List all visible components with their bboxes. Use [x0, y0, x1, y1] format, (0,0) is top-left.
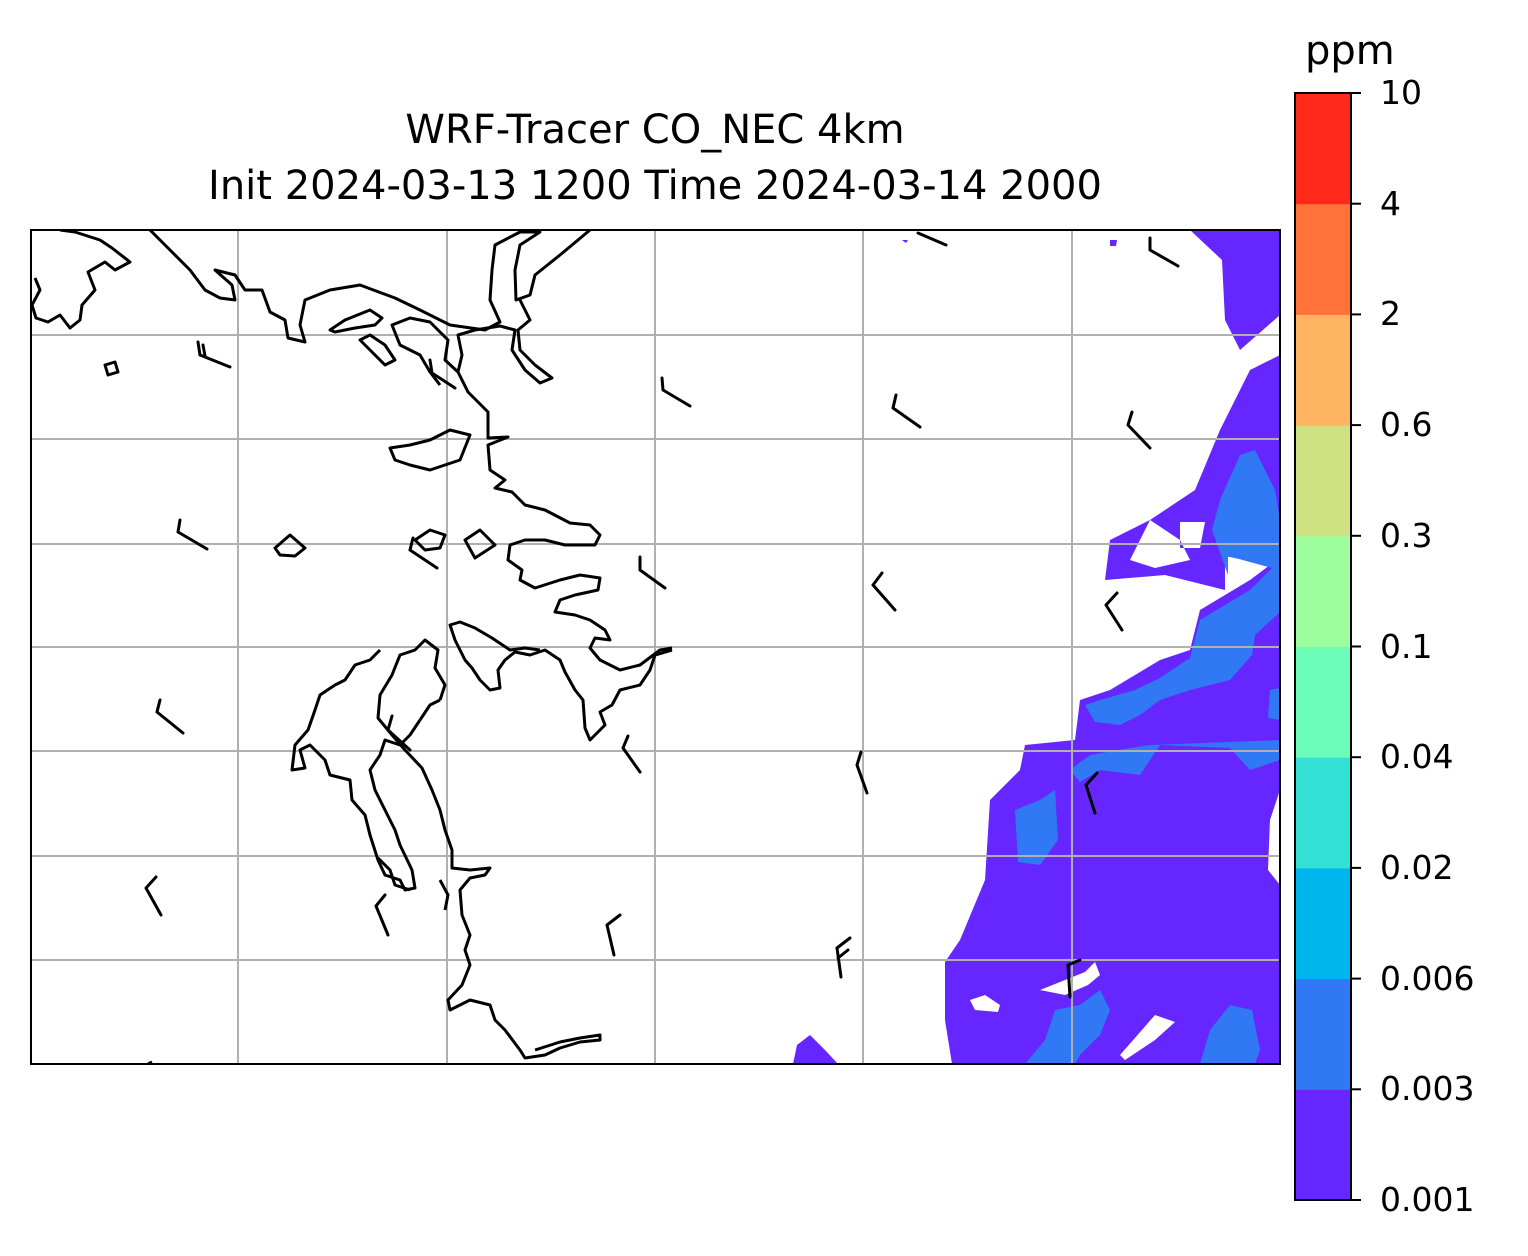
island-3 [103, 360, 120, 377]
colorbar-tick-label: 0.3 [1380, 515, 1433, 555]
colorbar-band [1295, 757, 1351, 869]
colorbar-tick-label: 10 [1380, 73, 1422, 112]
chart-title-line-2: Init 2024-03-13 1200 Time 2024-03-14 200… [208, 163, 1102, 209]
map-frame [30, 229, 1281, 1065]
island-5 [273, 533, 307, 558]
map-gridlines [31, 230, 1280, 1064]
chart-title-line-1: WRF-Tracer CO_NEC 4km [405, 107, 905, 153]
wind-barb [871, 571, 897, 612]
wind-barb [408, 536, 439, 570]
wind-barbs [144, 231, 1180, 999]
wind-barb [1066, 958, 1082, 999]
coastline-peninsula [448, 620, 673, 742]
colorbar-band [1295, 535, 1351, 647]
wind-barb [374, 893, 390, 937]
colorbar-band [1295, 203, 1351, 315]
wind-barb [638, 555, 667, 590]
colorbar-tick-label: 0.003 [1380, 1069, 1475, 1109]
colorbar-band [1295, 978, 1351, 1090]
colorbar-tick-label: 4 [1380, 183, 1401, 223]
island-4 [388, 428, 472, 472]
colorbar-tick-label: 0.04 [1380, 737, 1454, 777]
island-2 [358, 333, 397, 367]
colorbar-band [1295, 867, 1351, 980]
wind-barb [428, 358, 457, 390]
colorbar-tick-label: 0.02 [1380, 847, 1454, 887]
colorbar-unit-label: ppm [1305, 28, 1395, 74]
coastline-north [31, 230, 132, 330]
colorbar-band [1295, 93, 1351, 205]
colorbar-band [1295, 646, 1351, 758]
colorbar [1294, 92, 1361, 1201]
wind-barb [386, 714, 412, 752]
colorbar-tick-label: 0.1 [1380, 626, 1433, 666]
island-6 [413, 528, 447, 552]
coastlines [31, 230, 673, 1064]
coastline-estuary-east [456, 299, 673, 672]
island-1 [328, 308, 384, 334]
wind-barb [605, 913, 622, 957]
coastline-lower-bay [376, 638, 602, 1060]
colorbar-band [1295, 1089, 1351, 1201]
wind-barb [1084, 771, 1099, 815]
wind-barb [176, 518, 209, 551]
colorbar-band [1295, 314, 1351, 426]
wind-barb [916, 231, 948, 247]
wind-barb [1104, 591, 1124, 632]
wind-barb [1148, 236, 1180, 268]
wind-barb [855, 750, 869, 795]
colorbar-tick-label: 2 [1380, 294, 1401, 334]
wind-barb [835, 936, 852, 979]
wind-barb [155, 698, 185, 735]
wind-barb [144, 875, 163, 917]
colorbar-tick-label: 0.001 [1380, 1180, 1475, 1219]
colorbar-tick-label: 0.006 [1380, 958, 1475, 998]
colorbar-tick-label: 0.6 [1380, 405, 1433, 445]
wind-barb [621, 734, 642, 774]
coastline-western-shore [290, 648, 441, 892]
island-7 [463, 528, 497, 560]
coastline-upper-bay [148, 230, 591, 344]
wind-barb [891, 393, 922, 429]
wind-barb [196, 340, 232, 369]
wind-barb [1126, 410, 1152, 450]
colorbar-band [1295, 425, 1351, 537]
wind-barb [660, 376, 692, 408]
coastline-bay-inner [390, 316, 460, 386]
tracer-region-mid-east [1015, 450, 1280, 1064]
coastline-shore-bits [376, 856, 450, 911]
